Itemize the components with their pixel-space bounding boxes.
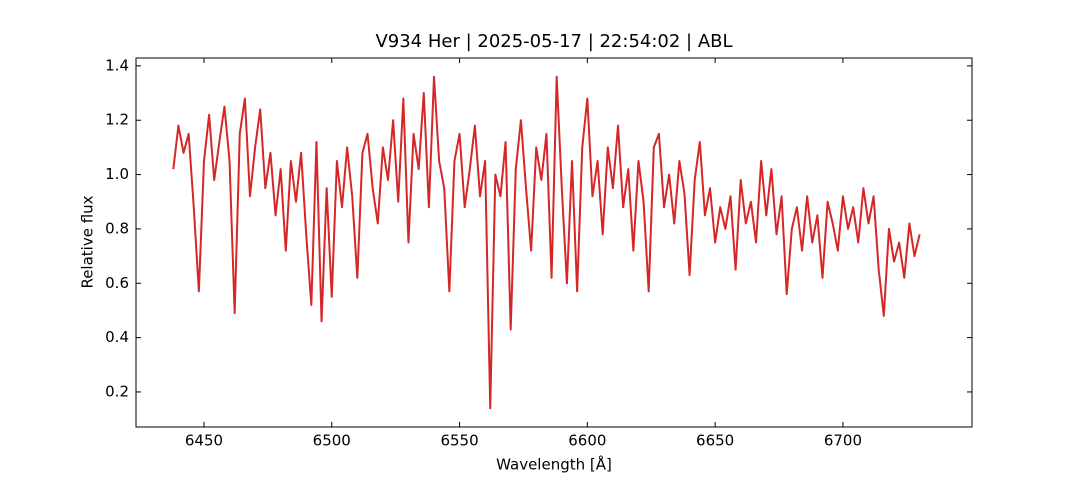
y-tick-label: 0.4 (105, 328, 129, 346)
x-tick-label: 6500 (313, 432, 351, 450)
y-tick-label: 0.2 (105, 382, 129, 400)
x-tick-label: 6550 (440, 432, 478, 450)
y-tick-label: 1.4 (105, 56, 129, 74)
x-tick-label: 6700 (824, 432, 862, 450)
y-tick-label: 1.2 (105, 111, 129, 129)
spectrum-line (172, 75, 921, 410)
y-tick-label: 0.8 (105, 219, 129, 237)
x-tick-label: 6600 (568, 432, 606, 450)
y-tick-label: 0.6 (105, 274, 129, 292)
chart-title: V934 Her | 2025-05-17 | 22:54:02 | ABL (375, 31, 732, 52)
x-axis-label: Wavelength [Å] (496, 455, 612, 474)
x-tick-label: 6650 (696, 432, 734, 450)
plot-frame (135, 57, 973, 428)
y-axis-label: Relative flux (79, 195, 97, 288)
y-tick-label: 1.0 (105, 165, 129, 183)
x-tick-label: 6450 (185, 432, 223, 450)
